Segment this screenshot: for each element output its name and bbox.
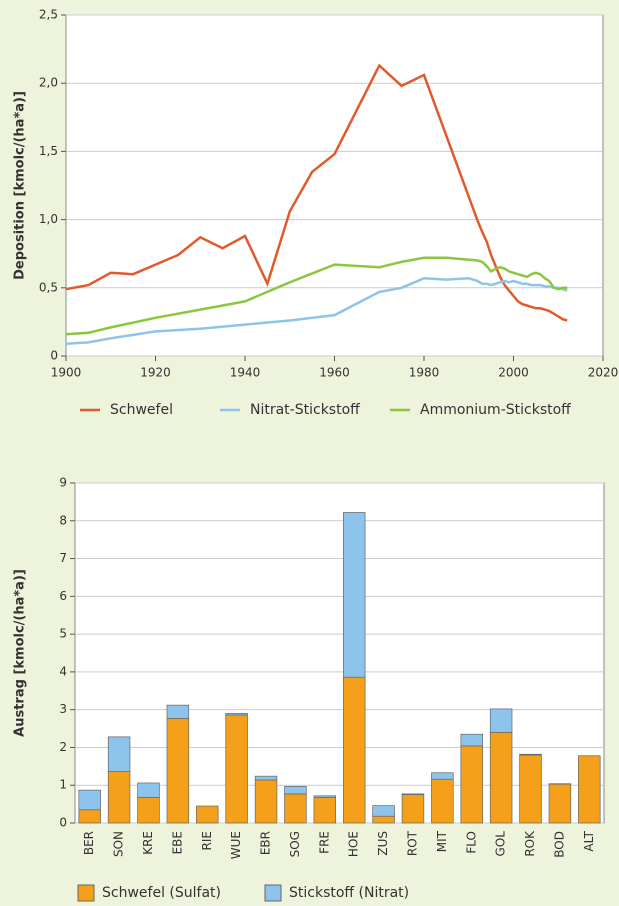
bar-segment — [431, 778, 454, 824]
legend-label: Stickstoff (Nitrat) — [289, 885, 409, 901]
bar-segment — [431, 772, 454, 780]
legend-label: Schwefel — [110, 402, 173, 418]
x-tick-label: GOL — [494, 831, 508, 857]
bar-segment — [401, 794, 425, 824]
bar-segment — [107, 771, 131, 824]
legend-label: Nitrat-Stickstoff — [250, 402, 360, 418]
legend-swatch — [264, 884, 282, 902]
bar-segment — [137, 796, 160, 824]
bar-segment — [519, 753, 542, 756]
bar-segment — [401, 793, 425, 796]
bar-segment — [254, 779, 278, 824]
y-tick-label: 2,0 — [39, 76, 58, 90]
x-tick-label: RIE — [200, 831, 214, 850]
bar-segment — [254, 775, 278, 781]
y-tick-label: 1 — [59, 778, 67, 792]
plot-area — [65, 14, 604, 357]
legend-swatch — [77, 884, 95, 902]
bar-segment — [225, 714, 248, 824]
line — [65, 63, 568, 322]
bar-segment — [519, 754, 542, 824]
bar-segment — [196, 805, 219, 824]
x-tick-label: BER — [82, 831, 96, 855]
plot-area — [74, 482, 605, 824]
line — [65, 277, 568, 345]
legend-label: Schwefel (Sulfat) — [102, 885, 221, 901]
bar-segment — [78, 809, 101, 824]
bar-segment — [313, 796, 337, 824]
x-tick-label: 1980 — [409, 366, 440, 380]
y-tick-label: 0,5 — [39, 280, 58, 294]
x-tick-label: 1940 — [230, 366, 261, 380]
x-tick-label: SON — [112, 831, 126, 857]
y-tick-label: 4 — [59, 664, 67, 678]
bar-segment — [460, 733, 483, 747]
x-tick-label: 1900 — [51, 366, 82, 380]
x-tick-label: EBR — [259, 831, 273, 855]
bar-segment — [166, 704, 190, 719]
line — [65, 256, 568, 336]
bar-segment — [225, 713, 248, 716]
y-tick-label: 1,0 — [39, 212, 58, 226]
y-tick-label: 7 — [59, 551, 67, 565]
bar-segment — [372, 805, 395, 817]
bar-segment — [342, 676, 366, 824]
y-tick-label: 9 — [59, 476, 67, 490]
x-tick-label: ROT — [405, 830, 419, 856]
bar-segment — [137, 782, 160, 798]
y-tick-label: 0 — [59, 816, 67, 830]
y-tick-label: 1,5 — [39, 144, 58, 158]
x-tick-label: FRE — [317, 831, 331, 854]
bar-segment — [489, 731, 513, 824]
bar-segment — [342, 512, 366, 678]
y-tick-label: 2,5 — [39, 8, 58, 22]
bar-segment — [578, 755, 601, 824]
x-tick-label: WUE — [229, 831, 243, 859]
bar-segment — [107, 736, 131, 772]
x-tick-label: ROK — [523, 830, 537, 857]
bar-segment — [284, 793, 307, 824]
x-tick-label: MIT — [435, 830, 449, 852]
y-tick-label: 2 — [59, 740, 67, 754]
y-axis-title: Austrag [kmolc/(ha*a)] — [13, 569, 28, 737]
x-tick-label: EBE — [170, 831, 184, 854]
x-tick-label: 1920 — [140, 366, 171, 380]
bar-segment — [548, 783, 572, 824]
legend-label: Ammonium-Stickstoff — [420, 402, 571, 418]
bar-segment — [372, 815, 395, 824]
x-tick-label: BOD — [552, 831, 566, 858]
bar-segment — [166, 718, 190, 824]
x-tick-label: HOE — [347, 831, 361, 857]
x-tick-label: 2000 — [498, 366, 529, 380]
x-tick-label: 2020 — [588, 366, 619, 380]
y-tick-label: 6 — [59, 589, 67, 603]
bar-segment — [489, 708, 513, 733]
y-tick-label: 5 — [59, 627, 67, 641]
bar-segment — [284, 786, 307, 795]
x-tick-label: ZUS — [376, 831, 390, 856]
x-tick-label: KRE — [141, 831, 155, 855]
y-tick-label: 8 — [59, 513, 67, 527]
bar-segment — [460, 745, 483, 824]
bar-segment — [78, 789, 101, 811]
x-tick-label: 1960 — [319, 366, 350, 380]
x-tick-label: ALT — [582, 830, 596, 851]
bar-segment — [313, 795, 337, 798]
y-tick-label: 0 — [50, 349, 58, 363]
x-tick-label: FLO — [464, 831, 478, 854]
y-tick-label: 3 — [59, 702, 67, 716]
y-axis-title: Deposition [kmolc/(ha*a)] — [13, 91, 28, 280]
x-tick-label: SOG — [288, 831, 302, 857]
